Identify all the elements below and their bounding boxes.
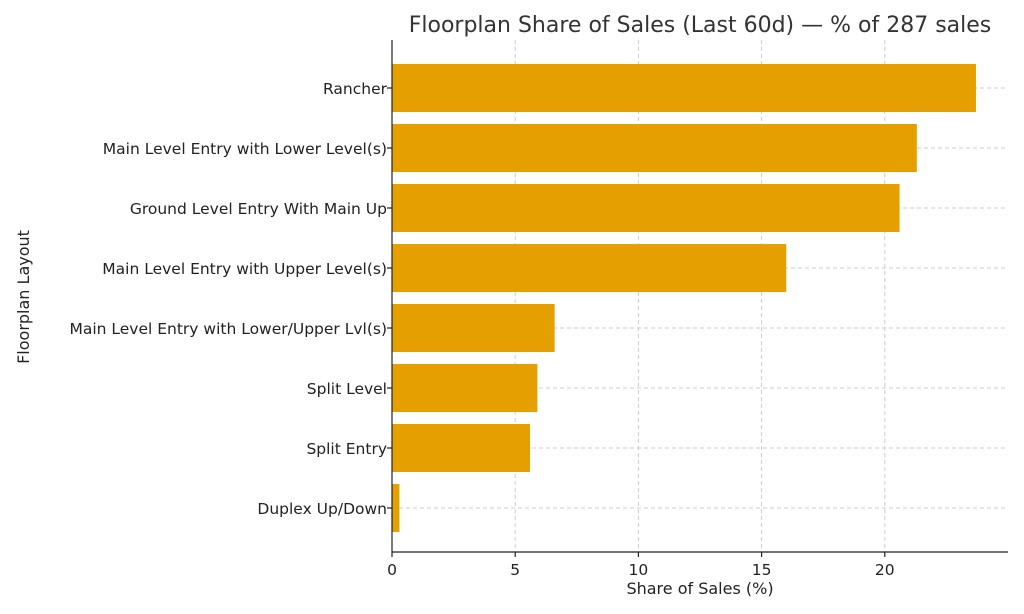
bar: [392, 304, 555, 352]
tick-labels: Rancher Main Level Entry with Lower Level…: [69, 80, 894, 579]
grid: [391, 40, 1008, 552]
category-label: Rancher: [323, 80, 388, 98]
bar: [392, 424, 530, 472]
x-axis-label: Share of Sales (%): [626, 579, 773, 598]
bar: [392, 124, 917, 172]
category-label: Main Level Entry with Upper Level(s): [102, 260, 387, 278]
category-label: Split Entry: [306, 440, 387, 458]
x-tick-label: 20: [875, 561, 895, 579]
category-label: Ground Level Entry With Main Up: [130, 200, 387, 218]
x-tick-label: 10: [629, 561, 649, 579]
bar: [392, 364, 538, 412]
bar: [392, 64, 976, 112]
bar: [392, 184, 900, 232]
axes: [387, 40, 1008, 557]
category-label: Main Level Entry with Lower/Upper Lvl(s): [69, 320, 387, 338]
x-tick-label: 15: [752, 561, 772, 579]
bar: [392, 484, 400, 532]
chart-title: Floorplan Share of Sales (Last 60d) — % …: [409, 13, 992, 38]
x-tick-label: 5: [510, 561, 520, 579]
y-axis-label: Floorplan Layout: [14, 230, 33, 364]
category-label: Split Level: [307, 380, 387, 398]
bar: [392, 244, 787, 292]
x-tick-label: 0: [387, 561, 397, 579]
category-label: Duplex Up/Down: [257, 500, 387, 518]
bars: [392, 64, 976, 532]
category-label: Main Level Entry with Lower Level(s): [103, 140, 387, 158]
